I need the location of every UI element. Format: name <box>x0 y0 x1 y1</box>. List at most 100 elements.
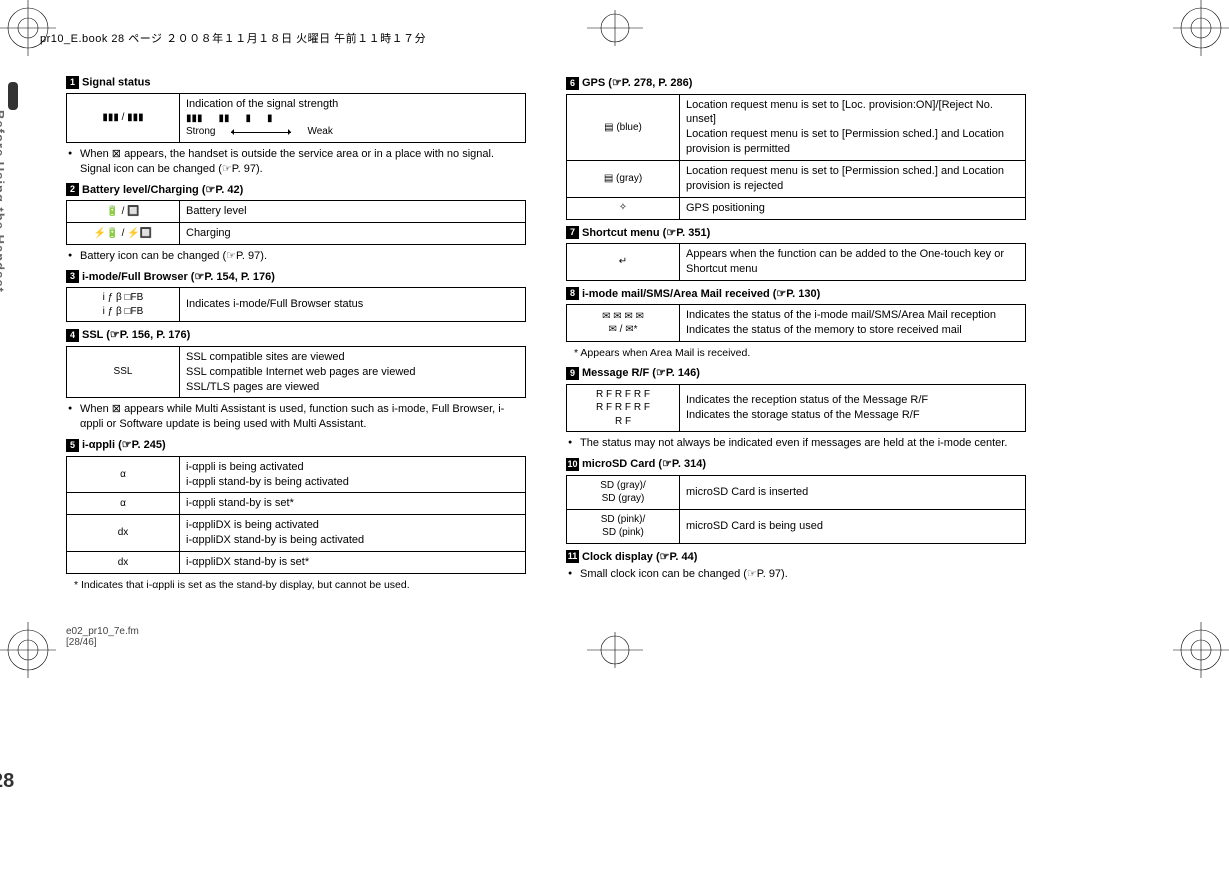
msgrf-table: R F R F R F R F R F R F R FIndicates the… <box>566 384 1026 433</box>
microsd-r2-desc: microSD Card is being used <box>680 509 1026 543</box>
iappli-footnote: * Indicates that i-αppli is set as the s… <box>70 578 526 592</box>
iappli-r3-desc: i-αppliDX is being activated i-αppliDX s… <box>180 515 526 552</box>
section-11-title: 11Clock display (☞P. 44) <box>566 550 1026 564</box>
strong-label: Strong <box>186 125 215 139</box>
section-5-title: 5i-αppli (☞P. 245) <box>66 438 526 452</box>
section-11-label: Clock display (☞P. 44) <box>582 551 697 563</box>
imode-table: i ƒ β □FB i ƒ β □FBIndicates i-mode/Full… <box>66 287 526 322</box>
iappli-r2-desc: i-αppli stand-by is set* <box>180 493 526 515</box>
charging-desc: Charging <box>180 222 526 244</box>
section-6-label: GPS (☞P. 278, P. 286) <box>582 77 692 89</box>
section-4-label: SSL (☞P. 156, P. 176) <box>82 329 190 341</box>
section-4-title: 4SSL (☞P. 156, P. 176) <box>66 328 526 342</box>
left-column: 1Signal status ▮▮▮ / ▮▮▮ Indication of t… <box>66 70 526 596</box>
section-7-num: 7 <box>566 226 579 239</box>
gps-r2-desc: Location request menu is set to [Permiss… <box>680 160 1026 197</box>
section-5-num: 5 <box>66 439 79 452</box>
gps-r1-icon: ▤ (blue) <box>567 94 680 160</box>
right-column: 6GPS (☞P. 278, P. 286) ▤ (blue)Location … <box>566 70 1026 596</box>
msgrf-bullet: The status may not always be indicated e… <box>566 436 1026 451</box>
msgrf-icon-cell: R F R F R F R F R F R F R F <box>567 384 680 432</box>
iappli-r1-icon: α <box>67 456 180 493</box>
iappli-r4-desc: i-αppliDX stand-by is set* <box>180 551 526 573</box>
antenna-icon: ▮ <box>246 112 252 126</box>
section-7-label: Shortcut menu (☞P. 351) <box>582 227 710 239</box>
section-2-label: Battery level/Charging (☞P. 42) <box>82 184 243 196</box>
signal-desc-cell: Indication of the signal strength ▮▮▮ ▮▮… <box>180 94 526 143</box>
mail-footnote: * Appears when Area Mail is received. <box>570 346 1026 360</box>
battery-level-desc: Battery level <box>180 201 526 223</box>
section-11-num: 11 <box>566 550 579 563</box>
section-8-title: 8i-mode mail/SMS/Area Mail received (☞P.… <box>566 287 1026 301</box>
shortcut-desc: Appears when the function can be added t… <box>680 244 1026 281</box>
chapter-vertical-label: Before Using the Handset <box>0 110 7 293</box>
antenna-icon: ▮▮▮ <box>186 112 203 126</box>
section-5-label: i-αppli (☞P. 245) <box>82 439 166 451</box>
section-4-num: 4 <box>66 329 79 342</box>
section-8-label: i-mode mail/SMS/Area Mail received (☞P. … <box>582 288 820 300</box>
section-8-num: 8 <box>566 287 579 300</box>
section-3-title: 3i-mode/Full Browser (☞P. 154, P. 176) <box>66 270 526 284</box>
section-10-title: 10microSD Card (☞P. 314) <box>566 457 1026 471</box>
section-1-label: Signal status <box>82 76 150 88</box>
crop-mark-cb <box>587 622 643 678</box>
section-6-title: 6GPS (☞P. 278, P. 286) <box>566 76 1026 90</box>
microsd-table: SD (gray)/ SD (gray)microSD Card is inse… <box>566 475 1026 544</box>
section-10-label: microSD Card (☞P. 314) <box>582 458 706 470</box>
section-6-num: 6 <box>566 77 579 90</box>
iappli-r3-icon: dx <box>67 515 180 552</box>
imode-icon-cell: i ƒ β □FB i ƒ β □FB <box>67 288 180 322</box>
ssl-icon: SSL <box>67 346 180 398</box>
gps-table: ▤ (blue)Location request menu is set to … <box>566 94 1026 220</box>
section-9-title: 9Message R/F (☞P. 146) <box>566 366 1026 380</box>
charging-icon: ⚡🔋 / ⚡🔲 <box>67 222 180 244</box>
crop-mark-tr <box>1173 0 1229 56</box>
section-7-title: 7Shortcut menu (☞P. 351) <box>566 226 1026 240</box>
mail-table: ✉ ✉ ✉ ✉ ✉ / ✉*Indicates the status of th… <box>566 304 1026 342</box>
page-number: 28 <box>0 770 14 793</box>
shortcut-table: ↵Appears when the function can be added … <box>566 243 1026 281</box>
signal-desc-line1: Indication of the signal strength <box>186 97 519 112</box>
ssl-bullet: When ⊠ appears while Multi Assistant is … <box>66 402 526 432</box>
side-tab-icon <box>8 82 18 110</box>
strength-arrow-icon <box>231 132 291 133</box>
signal-bullet: When ⊠ appears, the handset is outside t… <box>66 147 526 177</box>
battery-level-icon: 🔋 / 🔲 <box>67 201 180 223</box>
microsd-r1-desc: microSD Card is inserted <box>680 475 1026 509</box>
crop-mark-br <box>1173 622 1229 678</box>
ssl-table: SSLSSL compatible sites are viewed SSL c… <box>66 346 526 399</box>
signal-table: ▮▮▮ / ▮▮▮ Indication of the signal stren… <box>66 93 526 143</box>
signal-icon-cell: ▮▮▮ / ▮▮▮ <box>67 94 180 143</box>
crop-mark-ct <box>587 0 643 56</box>
antenna-icon: ▮ <box>267 112 273 126</box>
section-3-num: 3 <box>66 270 79 283</box>
crop-mark-bl <box>0 622 56 678</box>
mail-desc: Indicates the status of the i-mode mail/… <box>680 305 1026 342</box>
section-9-label: Message R/F (☞P. 146) <box>582 367 700 379</box>
antenna-icon: ▮▮ <box>219 112 230 126</box>
gps-r2-icon: ▤ (gray) <box>567 160 680 197</box>
section-2-num: 2 <box>66 183 79 196</box>
iappli-table: αi-αppli is being activated i-αppli stan… <box>66 456 526 574</box>
shortcut-icon: ↵ <box>567 244 680 281</box>
ssl-desc: SSL compatible sites are viewed SSL comp… <box>180 346 526 398</box>
section-1-num: 1 <box>66 76 79 89</box>
gps-r3-icon: ✧ <box>567 197 680 219</box>
section-9-num: 9 <box>566 367 579 380</box>
battery-table: 🔋 / 🔲Battery level ⚡🔋 / ⚡🔲Charging <box>66 200 526 245</box>
mail-icon-cell: ✉ ✉ ✉ ✉ ✉ / ✉* <box>567 305 680 342</box>
section-2-title: 2Battery level/Charging (☞P. 42) <box>66 183 526 197</box>
iappli-r1-desc: i-αppli is being activated i-αppli stand… <box>180 456 526 493</box>
microsd-r2-icon: SD (pink)/ SD (pink) <box>567 509 680 543</box>
gps-r1-desc: Location request menu is set to [Loc. pr… <box>680 94 1026 160</box>
section-1-title: 1Signal status <box>66 76 526 89</box>
clock-bullet: Small clock icon can be changed (☞P. 97)… <box>566 567 1026 582</box>
section-10-num: 10 <box>566 458 579 471</box>
battery-bullet: Battery icon can be changed (☞P. 97). <box>66 249 526 264</box>
iappli-r2-icon: α <box>67 493 180 515</box>
weak-label: Weak <box>307 125 332 139</box>
gps-r3-desc: GPS positioning <box>680 197 1026 219</box>
imode-desc: Indicates i-mode/Full Browser status <box>180 288 526 322</box>
crop-mark-tl <box>0 0 56 56</box>
iappli-r4-icon: dx <box>67 551 180 573</box>
